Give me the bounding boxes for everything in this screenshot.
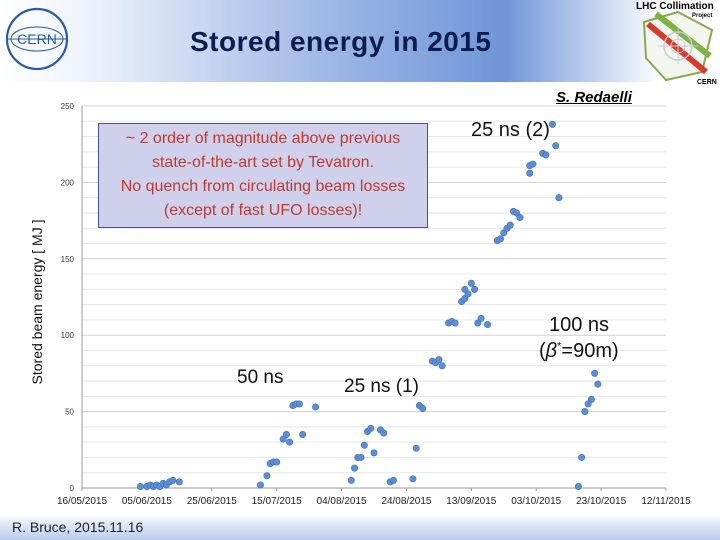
data-point	[516, 214, 524, 222]
data-point	[484, 321, 492, 329]
data-point	[282, 431, 290, 439]
data-point	[438, 362, 446, 370]
annotation-100ns: 100 ns	[549, 314, 610, 336]
note-line-2: state-of-the-art set by Tevatron.	[151, 154, 375, 171]
x-tick-label: 12/11/2015	[641, 496, 691, 507]
footer-credit: R. Bruce, 2015.11.16	[12, 519, 144, 535]
data-point	[548, 120, 556, 128]
collimation-title: LHC Collimation	[636, 1, 714, 12]
note-line-3: No quench from circulating beam losses	[120, 178, 406, 195]
author-credit: S. Redaelli	[556, 89, 632, 106]
data-point	[574, 482, 582, 490]
cern-logo: CERN	[5, 7, 69, 71]
note-line-1: ~ 2 order of magnitude above previous	[125, 130, 401, 147]
annotation-beta: (β*=90m)	[539, 340, 619, 363]
y-tick-label: 150	[61, 255, 75, 264]
data-point	[299, 431, 307, 439]
data-point	[175, 478, 183, 486]
data-point	[555, 194, 563, 202]
data-point	[357, 453, 365, 461]
beta-prefix: (	[539, 340, 546, 362]
points-layer	[136, 120, 602, 490]
data-point	[529, 160, 537, 168]
y-tick-label: 250	[61, 102, 75, 111]
data-point	[435, 356, 443, 364]
data-point	[380, 429, 388, 437]
data-point	[451, 319, 459, 327]
footer-bar	[0, 514, 720, 540]
data-point	[594, 380, 602, 388]
data-point	[273, 458, 281, 466]
beta-value: =90m)	[561, 340, 619, 362]
y-tick-label: 100	[61, 331, 75, 340]
data-point	[295, 400, 303, 408]
data-point	[312, 403, 320, 411]
y-tick-label: 50	[65, 408, 74, 417]
data-point	[367, 424, 375, 432]
data-point	[360, 441, 368, 449]
cern-logo-text: CERN	[17, 31, 57, 47]
header-bar	[0, 0, 720, 82]
y-axis-label: Stored beam energy [ MJ ]	[29, 220, 45, 385]
data-point	[136, 482, 144, 490]
x-tick-label: 25/06/2015	[187, 496, 237, 507]
beta-symbol: β	[545, 340, 558, 362]
data-point	[526, 169, 534, 177]
collimation-subtitle: Project	[692, 13, 713, 19]
data-point	[419, 405, 427, 413]
data-point	[286, 438, 294, 446]
data-point	[552, 142, 560, 150]
page-title: Stored energy in 2015	[190, 26, 492, 57]
data-point	[412, 444, 420, 452]
data-point	[347, 476, 355, 484]
x-tick-label: 13/09/2015	[446, 496, 496, 507]
data-point	[256, 481, 264, 489]
x-tick-label: 23/10/2015	[576, 496, 626, 507]
data-point	[467, 279, 475, 287]
x-tick-label: 15/07/2015	[252, 496, 302, 507]
data-point	[581, 408, 589, 416]
data-point	[169, 476, 177, 484]
x-tick-label: 03/10/2015	[511, 496, 561, 507]
note-box: ~ 2 order of magnitude above previous st…	[98, 123, 428, 228]
data-point	[370, 449, 378, 457]
x-tick-label: 05/06/2015	[122, 496, 172, 507]
note-line-4: (except of fast UFO losses)!	[163, 202, 363, 219]
data-point	[506, 221, 514, 229]
data-point	[409, 475, 417, 483]
data-point	[464, 290, 472, 298]
beta-star: *	[557, 340, 562, 353]
data-point	[263, 472, 271, 480]
collimation-cern-text: CERN	[697, 79, 717, 86]
x-tick-label: 24/08/2015	[381, 496, 431, 507]
annotation-25ns-2: 25 ns (2)	[471, 119, 550, 141]
data-point	[351, 464, 359, 472]
collimation-logo	[642, 10, 714, 82]
data-point	[591, 369, 599, 377]
axis-layer: 0 50 100 150 200 250 16/05/2015 05/06/2015 25/06…	[57, 102, 691, 507]
data-point	[578, 453, 586, 461]
x-tick-label: 16/05/2015	[57, 496, 107, 507]
data-point	[477, 314, 485, 322]
data-point	[587, 395, 595, 403]
data-point	[471, 285, 479, 293]
annotation-25ns-1: 25 ns (1)	[344, 376, 419, 397]
data-point	[542, 151, 550, 159]
x-tick-label: 04/08/2015	[317, 496, 367, 507]
annotation-50ns: 50 ns	[237, 367, 284, 388]
data-point	[497, 235, 505, 243]
y-tick-label: 200	[61, 178, 75, 187]
data-point	[389, 476, 397, 484]
y-tick-label: 0	[70, 484, 75, 493]
